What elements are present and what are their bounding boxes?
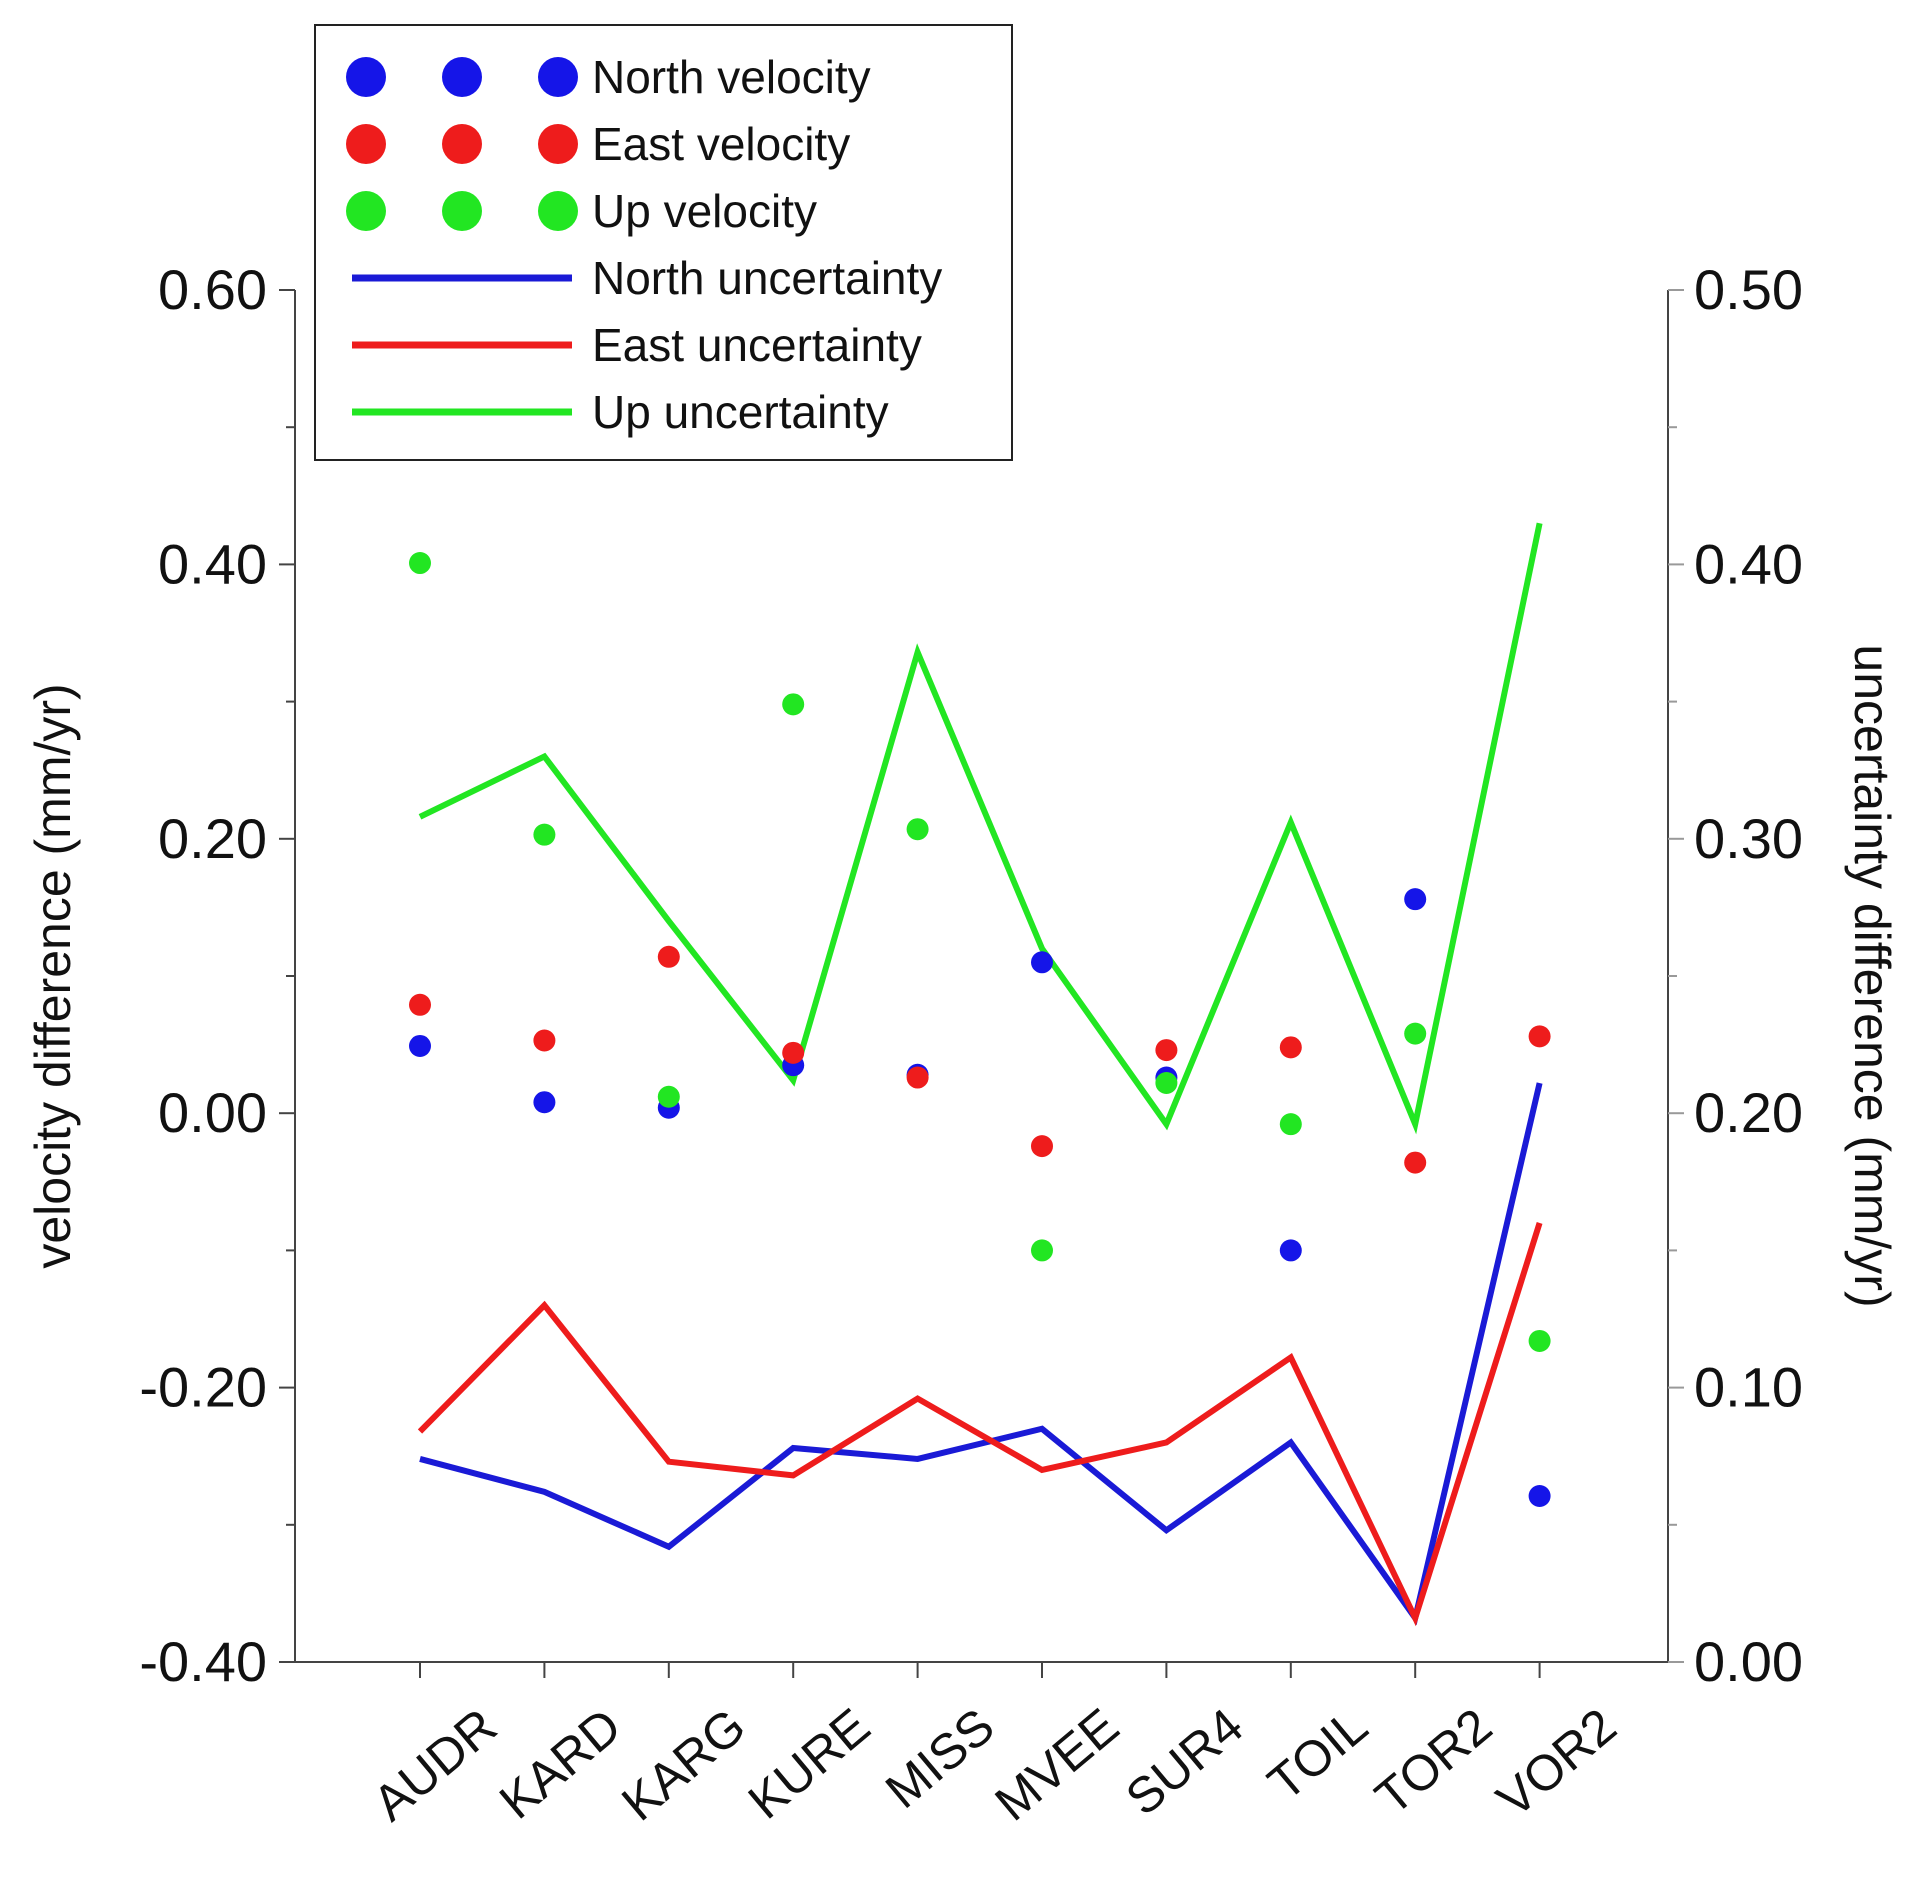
east-velocity-point-kure — [782, 1041, 805, 1064]
up-velocity-point-mvee — [1031, 1239, 1053, 1262]
right-tick-label: 0.10 — [1694, 1356, 1803, 1419]
north-velocity-point-toil — [1279, 1239, 1302, 1262]
east-velocity-series — [409, 945, 1551, 1174]
left-tick-label: 0.00 — [158, 1081, 267, 1144]
east-velocity-point-vor2 — [1528, 1025, 1551, 1048]
legend-label: North velocity — [592, 51, 871, 103]
east-velocity-point-mvee — [1031, 1135, 1053, 1158]
legend-item-north-velocity: North velocity — [346, 51, 871, 103]
legend-item-north-uncertainty: North uncertainty — [352, 252, 942, 304]
north-velocity-point-tor2 — [1404, 888, 1427, 911]
north-velocity-series — [409, 888, 1551, 1507]
east-velocity-point-sur4 — [1155, 1039, 1178, 1062]
up-velocity-point-sur4 — [1155, 1072, 1178, 1095]
up-velocity-point-tor2 — [1404, 1022, 1427, 1045]
legend: North velocity East velocity Up velocity No… — [314, 24, 1013, 461]
series-layer — [409, 522, 1551, 1627]
east-velocity-point-toil — [1279, 1036, 1302, 1059]
north-velocity-point-audr — [409, 1034, 431, 1057]
east-uncertainty-line — [417, 1222, 1543, 1627]
right-tick-label: 0.20 — [1694, 1081, 1803, 1144]
up-velocity-point-audr — [409, 552, 431, 575]
east-uncertainty-series — [417, 1222, 1543, 1627]
left-tick-label: 0.20 — [158, 807, 267, 870]
east-velocity-point-audr — [409, 993, 431, 1016]
legend-marker — [538, 191, 578, 231]
up-velocity-point-miss — [906, 818, 929, 841]
east-velocity-point-miss — [906, 1066, 929, 1089]
east-velocity-point-karg — [657, 945, 680, 968]
legend-item-up-uncertainty: Up uncertainty — [352, 386, 889, 438]
right-tick-label: 0.30 — [1694, 807, 1803, 870]
up-velocity-point-karg — [657, 1085, 680, 1108]
up-velocity-point-vor2 — [1528, 1329, 1551, 1352]
left-tick-label: 0.40 — [158, 532, 267, 595]
right-tick-label: 0.50 — [1694, 258, 1803, 321]
legend-marker — [346, 124, 386, 164]
left-axis-ticks: -0.40 -0.20 0.00 0.20 0.40 0.60 — [139, 258, 295, 1693]
legend-marker — [346, 57, 386, 97]
legend-marker — [442, 191, 482, 231]
up-velocity-series — [409, 552, 1551, 1352]
left-axis-title: velocity difference (mm/yr) — [25, 683, 81, 1268]
legend-label: Up uncertainty — [592, 386, 889, 438]
legend-item-east-uncertainty: East uncertainty — [352, 319, 922, 371]
north-velocity-point-mvee — [1031, 951, 1053, 974]
legend-item-up-velocity: Up velocity — [346, 185, 817, 237]
right-axis-title: uncertainty difference (mm/yr) — [1844, 644, 1900, 1307]
legend-marker — [442, 57, 482, 97]
legend-label: East velocity — [592, 118, 850, 170]
north-velocity-point-kard — [533, 1091, 556, 1114]
legend-items: North velocity East velocity Up velocity No… — [346, 51, 942, 438]
up-velocity-point-toil — [1279, 1113, 1302, 1136]
legend-label: Up velocity — [592, 185, 817, 237]
legend-marker — [538, 124, 578, 164]
legend-box — [314, 24, 1013, 461]
left-tick-label: -0.20 — [139, 1356, 267, 1419]
north-uncertainty-series — [419, 1082, 1543, 1626]
legend-label: North uncertainty — [592, 252, 942, 304]
north-uncertainty-line — [419, 1082, 1543, 1626]
left-tick-label: -0.40 — [139, 1630, 267, 1693]
legend-marker — [442, 124, 482, 164]
right-tick-label: 0.00 — [1694, 1630, 1803, 1693]
left-tick-label: 0.60 — [158, 258, 267, 321]
legend-marker — [538, 57, 578, 97]
east-velocity-point-tor2 — [1404, 1151, 1427, 1174]
right-tick-label: 0.40 — [1694, 532, 1803, 595]
up-velocity-point-kure — [782, 693, 805, 716]
north-velocity-point-vor2 — [1528, 1484, 1551, 1507]
up-uncertainty-line — [418, 522, 1543, 1135]
up-velocity-point-kard — [533, 823, 556, 846]
up-uncertainty-series — [418, 522, 1543, 1135]
legend-label: East uncertainty — [592, 319, 922, 371]
legend-item-east-velocity: East velocity — [346, 118, 850, 170]
east-velocity-point-kard — [533, 1029, 556, 1052]
legend-marker — [346, 191, 386, 231]
right-axis-ticks: 0.00 0.10 0.20 0.30 0.40 0.50 — [1668, 258, 1803, 1693]
